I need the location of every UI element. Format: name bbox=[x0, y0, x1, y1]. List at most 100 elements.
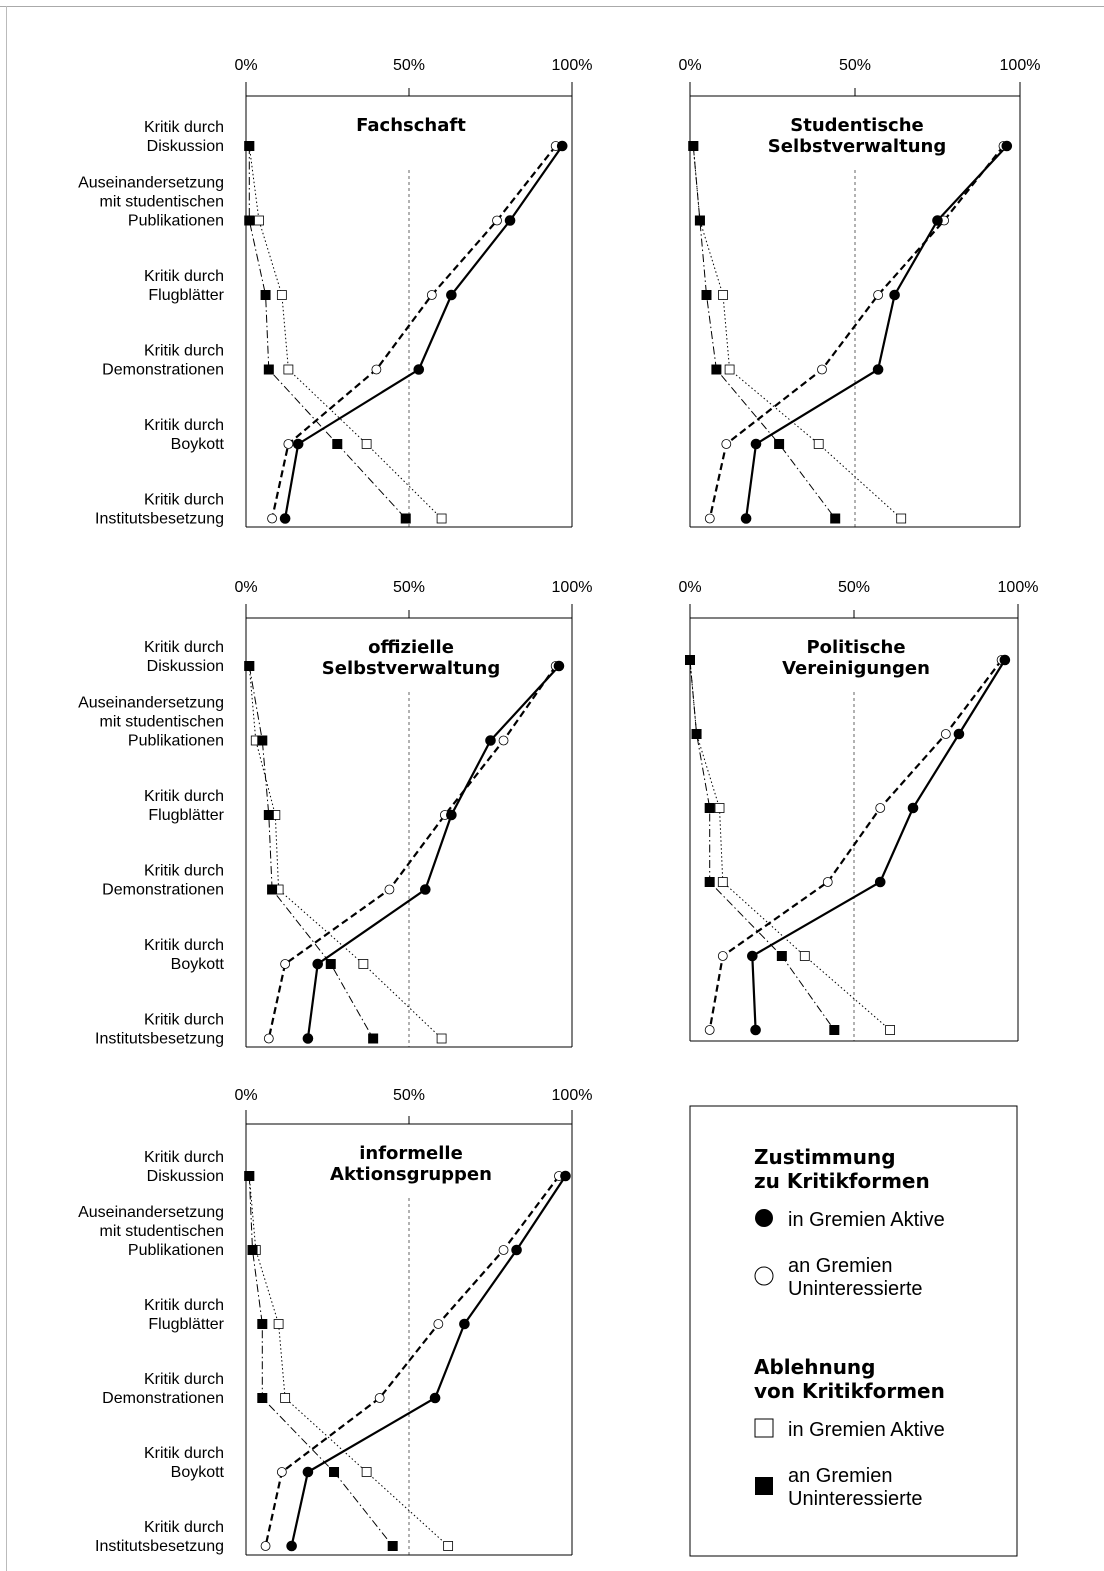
data-point-a-unint bbox=[244, 1171, 255, 1181]
data-point-z-aktive bbox=[286, 1540, 297, 1552]
data-point-z-aktive bbox=[932, 215, 943, 226]
axis-tick-label: 100% bbox=[552, 57, 593, 74]
category-label-line: Institutsbesetzung bbox=[95, 1031, 224, 1048]
category-label-line: Kritik durch bbox=[144, 1297, 224, 1314]
data-point-a-aktive bbox=[717, 877, 728, 887]
series-line-z-unint bbox=[264, 1175, 560, 1547]
series-line-z-unint bbox=[708, 145, 1005, 519]
data-point-z-aktive bbox=[485, 735, 496, 746]
data-point-z-aktive bbox=[750, 438, 762, 450]
category-label-line: Auseinandersetzung bbox=[78, 695, 224, 712]
series-line-z-aktive bbox=[284, 145, 564, 519]
category-label-line: mit studentischen bbox=[99, 194, 224, 211]
panel-title-line: Politische bbox=[806, 637, 905, 658]
data-point-z-unint bbox=[875, 803, 886, 813]
panel-title-line: Selbstverwaltung bbox=[768, 136, 946, 157]
category-label-line: Kritik durch bbox=[144, 1012, 224, 1029]
data-point-z-unint bbox=[374, 1393, 385, 1403]
data-point-z-aktive bbox=[446, 809, 457, 821]
category-label: Kritik durch Boykott bbox=[144, 1445, 225, 1481]
data-point-z-aktive bbox=[747, 950, 758, 962]
axis-tick-label: 50% bbox=[393, 579, 425, 596]
data-point-z-aktive bbox=[511, 1244, 522, 1256]
legend-ablehnung-title-line: von Kritikformen bbox=[754, 1379, 945, 1403]
data-point-z-unint bbox=[276, 1467, 287, 1477]
legend-ablehnung-title-line: Ablehnung bbox=[754, 1355, 875, 1379]
data-point-z-aktive bbox=[420, 884, 431, 895]
data-point-a-unint bbox=[688, 141, 699, 151]
series-line-z-unint bbox=[708, 659, 1003, 1031]
category-label-line: Flugblätter bbox=[148, 287, 224, 304]
data-point-a-unint bbox=[400, 513, 411, 524]
category-label-line: Publikationen bbox=[128, 733, 224, 750]
data-point-a-unint bbox=[685, 655, 695, 665]
category-label-line: Kritik durch bbox=[144, 119, 224, 136]
panel-title-line: Fachschaft bbox=[356, 115, 466, 136]
data-point-z-unint bbox=[822, 877, 833, 887]
axis-tick-label: 0% bbox=[234, 1087, 257, 1104]
data-point-a-unint bbox=[260, 290, 271, 300]
category-label-line: Diskussion bbox=[147, 138, 224, 155]
legend-item-label-line: Uninteressierte bbox=[788, 1278, 923, 1300]
legend-zustimmung-title-line: Zustimmung bbox=[754, 1145, 896, 1169]
chart-panel-4: 0% 50% 100% Politische Vereinigungen bbox=[678, 579, 1039, 1042]
category-label-line: Kritik durch bbox=[144, 639, 224, 656]
category-label-line: Boykott bbox=[171, 436, 225, 453]
panel-title: Politische Vereinigungen bbox=[782, 637, 930, 679]
axis-tick-label: 0% bbox=[678, 57, 701, 74]
series-line-z-aktive bbox=[290, 1175, 567, 1547]
category-label-line: Kritik durch bbox=[144, 1519, 224, 1536]
data-point-a-aktive bbox=[254, 215, 264, 226]
data-point-z-aktive bbox=[953, 728, 965, 740]
category-label-line: Kritik durch bbox=[144, 788, 224, 805]
data-point-z-aktive bbox=[889, 289, 900, 301]
category-label-line: Diskussion bbox=[147, 1168, 224, 1185]
category-label-line: Kritik durch bbox=[144, 492, 224, 509]
legend-zustimmung-title: Zustimmung zu Kritikformen bbox=[754, 1145, 930, 1193]
category-label: Kritik durch Demonstrationen bbox=[102, 343, 224, 379]
data-point-a-unint bbox=[694, 215, 705, 226]
series-line-z-unint bbox=[267, 665, 557, 1039]
legend-item-label-line: Uninteressierte bbox=[788, 1488, 923, 1510]
data-point-z-aktive bbox=[1001, 140, 1013, 152]
panel-title-line: Studentische bbox=[790, 115, 923, 136]
category-label: Kritik durch Institutsbesetzung bbox=[95, 492, 224, 528]
axis-tick-label: 100% bbox=[998, 579, 1039, 596]
data-point-a-unint bbox=[829, 1025, 840, 1035]
category-label-line: Demonstrationen bbox=[102, 882, 224, 899]
data-point-z-unint bbox=[940, 729, 951, 739]
data-point-z-unint bbox=[873, 290, 883, 300]
axis-tick-label: 100% bbox=[552, 1087, 593, 1104]
category-label-line: Kritik durch bbox=[144, 417, 224, 434]
category-label-line: Kritik durch bbox=[144, 937, 224, 954]
series-line-a-unint bbox=[248, 665, 374, 1039]
data-point-z-aktive bbox=[556, 140, 568, 152]
data-point-a-aktive bbox=[714, 803, 725, 813]
data-point-z-aktive bbox=[413, 364, 425, 375]
data-point-z-unint bbox=[717, 951, 728, 961]
series-line-a-aktive bbox=[692, 145, 902, 519]
data-point-a-unint bbox=[711, 364, 722, 375]
data-point-z-aktive bbox=[874, 876, 886, 888]
panel-title-line: Aktionsgruppen bbox=[330, 1164, 492, 1185]
series-line-a-aktive bbox=[248, 1175, 449, 1547]
data-point-a-aktive bbox=[361, 439, 372, 449]
series-line-a-aktive bbox=[248, 145, 442, 519]
series-line-a-unint bbox=[689, 659, 835, 1031]
series-line-z-aktive bbox=[306, 665, 560, 1039]
chart-panel-5: 0% 50% 100% informelle Aktionsgruppen Kritik … bbox=[78, 1087, 593, 1556]
data-point-z-unint bbox=[371, 364, 382, 375]
legend: Zustimmung zu Kritikformen Ablehnung von Kr… bbox=[689, 1105, 1018, 1557]
panel-title-line: offizielle bbox=[368, 637, 454, 658]
data-point-z-aktive bbox=[292, 438, 304, 450]
data-point-a-unint bbox=[387, 1541, 398, 1551]
axis-tick-label: 0% bbox=[234, 57, 257, 74]
category-label-line: Institutsbesetzung bbox=[95, 511, 224, 528]
data-point-a-aktive bbox=[273, 1319, 284, 1329]
data-point-z-unint bbox=[283, 439, 294, 449]
data-point-z-unint bbox=[498, 735, 509, 746]
series-line-a-unint bbox=[248, 146, 407, 519]
legend-item-label: an Gremien Uninteressierte bbox=[788, 1255, 923, 1300]
category-label-line: mit studentischen bbox=[99, 1223, 224, 1240]
